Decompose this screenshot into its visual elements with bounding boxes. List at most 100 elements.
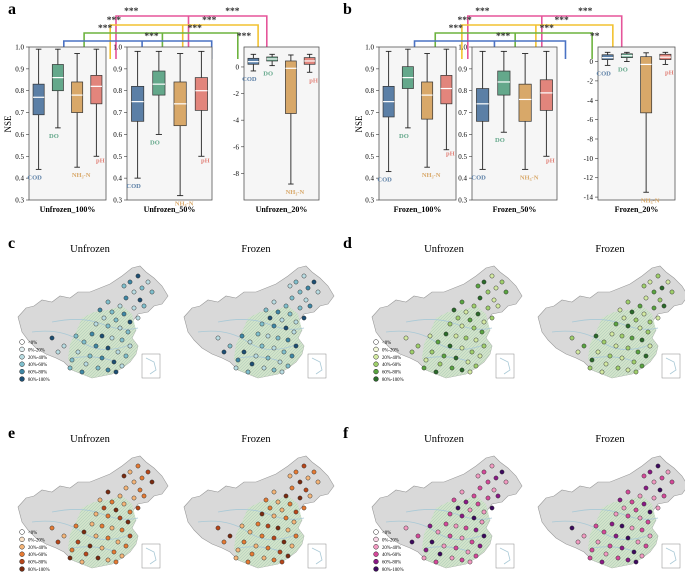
monitoring-site <box>271 489 277 495</box>
monitoring-site <box>293 343 299 349</box>
monitoring-site <box>421 365 427 371</box>
plot-frame <box>471 46 558 201</box>
monitoring-site <box>89 331 95 337</box>
legend-swatch <box>373 361 379 367</box>
panel-letter: d <box>343 235 352 252</box>
monitoring-site <box>459 299 465 305</box>
y-tick-label: 0.3 <box>15 197 24 205</box>
monitoring-site <box>463 309 469 315</box>
significance-label: *** <box>457 16 472 26</box>
y-tick-label: 0.9 <box>15 65 24 73</box>
series-label-DO: DO <box>263 71 273 78</box>
monitoring-site <box>127 343 133 349</box>
y-tick-label: -12 <box>584 174 594 182</box>
monitoring-site <box>475 311 481 317</box>
y-tick-label: 0.5 <box>365 153 374 161</box>
y-tick-label: -6 <box>587 116 593 124</box>
group-label: Frozen_20% <box>615 205 659 214</box>
legend-label: 80%-100% <box>28 568 50 573</box>
monitoring-site <box>409 539 415 545</box>
monitoring-site <box>661 493 667 499</box>
series-label-pH: pH <box>96 157 105 164</box>
monitoring-site <box>49 525 55 531</box>
significance-label: *** <box>188 24 203 34</box>
monitoring-site <box>97 307 103 313</box>
monitoring-site <box>587 555 593 561</box>
series-label-COD: COD <box>242 76 257 83</box>
monitoring-site <box>625 489 631 495</box>
group-label: Frozen_100% <box>394 205 442 214</box>
legend-label: 80%-100% <box>382 568 404 573</box>
monitoring-site <box>279 507 285 513</box>
monitoring-site <box>139 285 145 291</box>
monitoring-site <box>619 523 625 529</box>
monitoring-site <box>613 321 619 327</box>
inset-coast <box>499 357 511 375</box>
inset-coast <box>665 547 677 565</box>
monitoring-site <box>75 349 81 355</box>
significance-label: *** <box>475 7 490 17</box>
panel-letter: c <box>8 235 15 252</box>
monitoring-site <box>619 355 625 361</box>
monitoring-site <box>665 469 671 475</box>
monitoring-site <box>113 369 119 375</box>
monitoring-site <box>135 273 141 279</box>
significance-label: *** <box>540 24 555 34</box>
monitoring-site <box>287 501 293 507</box>
map-title: Unfrozen <box>70 244 110 255</box>
box-COD <box>131 85 145 122</box>
y-tick-label: 0.9 <box>113 65 122 73</box>
monitoring-site <box>247 339 253 345</box>
monitoring-site <box>621 505 627 511</box>
monitoring-site <box>131 289 137 295</box>
monitoring-site <box>587 365 593 371</box>
inset-coast <box>145 547 157 565</box>
legend-swatch <box>373 558 379 565</box>
river <box>571 319 659 330</box>
inset-coast <box>499 547 511 565</box>
map-title: Frozen <box>241 434 271 445</box>
monitoring-site <box>595 349 601 355</box>
monitoring-site <box>655 463 661 469</box>
monitoring-site <box>289 485 295 491</box>
monitoring-site <box>669 479 675 485</box>
monitoring-site <box>117 303 123 309</box>
monitoring-site <box>297 495 303 501</box>
monitoring-site <box>641 473 647 479</box>
river <box>571 509 659 520</box>
river <box>217 509 305 520</box>
monitoring-site <box>259 511 265 517</box>
monitoring-site <box>633 317 639 323</box>
monitoring-site <box>495 303 501 309</box>
monitoring-site <box>279 317 285 323</box>
series-label-NH3N: NH₃-N <box>641 197 660 204</box>
y-tick-label: -8 <box>233 170 239 178</box>
monitoring-site <box>99 523 105 529</box>
monitoring-site <box>297 479 303 485</box>
group-label: Unfrozen_50% <box>144 205 196 214</box>
monitoring-site <box>473 553 479 559</box>
y-tick-label: 0.7 <box>458 109 467 117</box>
monitoring-site <box>131 495 137 501</box>
monitoring-site <box>99 333 105 339</box>
monitoring-site <box>241 349 247 355</box>
monitoring-site <box>235 547 241 553</box>
inset-coast <box>311 547 323 565</box>
map-frozen: Frozen <box>183 244 335 379</box>
monitoring-site <box>95 365 101 371</box>
monitoring-site <box>637 303 643 309</box>
monitoring-site <box>265 545 271 551</box>
series-label-COD: COD <box>27 174 42 181</box>
y-tick-label: -2 <box>587 77 593 85</box>
monitoring-site <box>465 359 471 365</box>
monitoring-site <box>625 345 631 351</box>
series-label-pH: pH <box>665 69 674 76</box>
legend-label: 20%-40% <box>28 546 47 551</box>
monitoring-site <box>145 279 151 285</box>
monitoring-site <box>283 493 289 499</box>
monitoring-site <box>459 513 465 519</box>
monitoring-site <box>315 479 321 485</box>
monitoring-site <box>581 343 587 349</box>
